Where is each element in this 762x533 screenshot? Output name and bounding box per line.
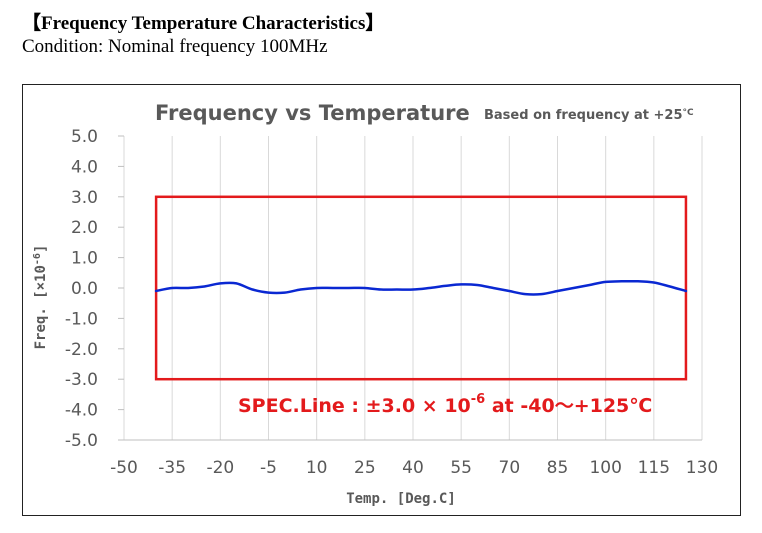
x-tick-label: 130 <box>686 458 718 478</box>
x-tick-label: 100 <box>589 458 621 478</box>
document-heading: 【Frequency Temperature Characteristics】 <box>22 13 385 34</box>
y-tick-label: 3.0 <box>71 188 98 208</box>
y-tick-label: 2.0 <box>71 218 98 238</box>
x-tick-label: 40 <box>402 458 424 478</box>
chart-title: Frequency vs Temperature <box>155 101 470 125</box>
x-tick-label: 85 <box>547 458 569 478</box>
y-tick-label: 1.0 <box>71 249 98 269</box>
y-tick-label: 5.0 <box>71 127 98 147</box>
document-condition: Condition: Nominal frequency 100MHz <box>22 36 328 57</box>
x-tick-label: 115 <box>638 458 670 478</box>
x-tick-label: 25 <box>354 458 376 478</box>
x-tick-label: -35 <box>158 458 186 478</box>
y-tick-label: -1.0 <box>65 309 98 329</box>
frequency-curve <box>154 279 688 296</box>
chart-subtitle: Based on frequency at +25°C <box>484 108 694 123</box>
x-tick-label: -20 <box>206 458 234 478</box>
y-tick-label: 4.0 <box>71 157 98 177</box>
y-tick-label: -3.0 <box>65 370 98 390</box>
x-tick-label: 10 <box>306 458 328 478</box>
x-axis-label: Temp. [Deg.C] <box>346 491 456 507</box>
spec-limit-box <box>154 195 688 381</box>
y-tick-label: -4.0 <box>65 401 98 421</box>
x-tick-label: 70 <box>499 458 521 478</box>
y-tick-label: -2.0 <box>65 340 98 360</box>
chart-frame: Frequency vs Temperature Based on freque… <box>22 84 741 516</box>
spec-annotation: SPEC.Line : ±3.0 × 10-6 at -40〜+125℃ <box>238 392 652 417</box>
y-axis-label: Freq. [×10-6] <box>32 245 49 350</box>
x-tick-label: -50 <box>110 458 138 478</box>
y-tick-label: 0.0 <box>71 279 98 299</box>
x-tick-label: 55 <box>450 458 472 478</box>
frequency-chart: Frequency vs Temperature Based on freque… <box>32 101 718 507</box>
y-tick-label: -5.0 <box>65 431 98 451</box>
x-tick-label: -5 <box>260 458 277 478</box>
